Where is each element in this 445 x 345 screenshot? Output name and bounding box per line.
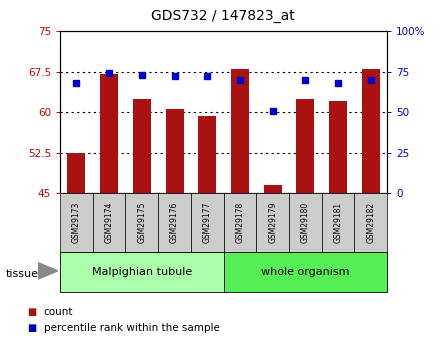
Text: GSM29181: GSM29181 [334,202,343,243]
Text: GSM29177: GSM29177 [203,202,212,243]
Text: GSM29180: GSM29180 [301,202,310,243]
Bar [68,152,85,193]
Text: GDS732 / 147823_at: GDS732 / 147823_at [150,9,295,23]
Bar [256,193,289,252]
Bar [224,193,256,252]
Text: GSM29174: GSM29174 [105,202,113,243]
Bar [191,193,224,252]
Bar [296,99,314,193]
Polygon shape [38,263,58,279]
Bar [93,193,125,252]
Text: GSM29175: GSM29175 [138,202,146,243]
Bar [125,193,158,252]
Bar [264,185,282,193]
Bar [60,193,93,252]
Text: whole organism: whole organism [261,267,350,277]
Bar [60,252,224,292]
Text: GSM29178: GSM29178 [235,202,244,243]
Bar [166,109,183,193]
Bar [231,69,249,193]
Text: ■: ■ [27,307,36,317]
Bar [158,193,191,252]
Bar [289,193,322,252]
Text: GSM29173: GSM29173 [72,202,81,243]
Text: GSM29182: GSM29182 [366,202,375,243]
Text: ■: ■ [27,324,36,333]
Text: count: count [44,307,73,317]
Bar [100,74,118,193]
Bar [362,69,380,193]
Text: GSM29179: GSM29179 [268,202,277,243]
Text: Malpighian tubule: Malpighian tubule [92,267,192,277]
Text: percentile rank within the sample: percentile rank within the sample [44,324,219,333]
Bar [224,252,387,292]
Bar [355,193,387,252]
Bar [322,193,355,252]
Bar [133,99,151,193]
Bar [198,116,216,193]
Text: tissue: tissue [6,269,39,278]
Bar [329,101,347,193]
Text: GSM29176: GSM29176 [170,202,179,243]
